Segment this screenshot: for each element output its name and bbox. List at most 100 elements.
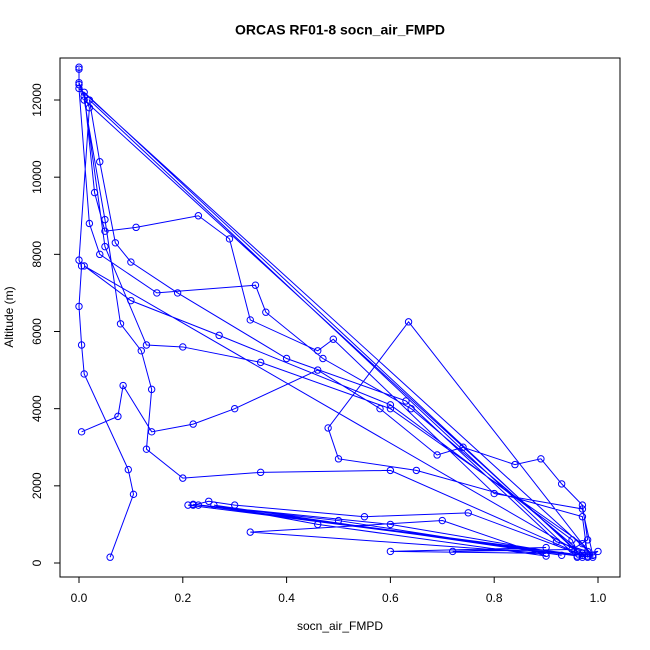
point	[246, 316, 254, 324]
point	[314, 366, 322, 374]
y-tick-label: 6000	[30, 318, 44, 345]
point	[189, 500, 197, 509]
point	[583, 552, 592, 560]
point	[101, 215, 109, 224]
point	[573, 552, 581, 560]
point	[404, 318, 413, 326]
point	[542, 552, 550, 560]
plot-frame	[59, 57, 621, 578]
point	[319, 354, 327, 363]
point	[412, 466, 421, 475]
point	[334, 455, 343, 463]
point	[511, 460, 519, 469]
point	[101, 242, 109, 251]
point	[256, 468, 265, 477]
point	[386, 401, 395, 409]
point	[438, 516, 446, 525]
point	[111, 239, 120, 247]
y-tick-label: 10000	[30, 160, 44, 194]
point	[448, 547, 457, 556]
point	[578, 501, 587, 509]
series-line	[78, 67, 599, 558]
point	[184, 501, 192, 509]
point	[142, 445, 151, 453]
point	[589, 553, 597, 561]
point	[594, 547, 602, 556]
point	[75, 80, 83, 89]
x-tick-label: 0.2	[174, 591, 191, 605]
point	[75, 256, 83, 264]
point	[578, 540, 587, 548]
point	[75, 65, 83, 73]
point	[568, 536, 576, 544]
point	[116, 320, 125, 328]
point	[85, 96, 94, 104]
point	[80, 88, 88, 96]
point	[80, 96, 88, 104]
point	[127, 296, 135, 305]
x-tick-label: 0.8	[486, 591, 503, 605]
point	[386, 520, 395, 529]
x-tick-label: 0.4	[278, 591, 295, 605]
point	[194, 212, 203, 220]
point	[246, 528, 254, 536]
y-tick-label: 4000	[30, 395, 44, 422]
point	[583, 536, 592, 544]
point	[80, 370, 88, 378]
point	[147, 385, 156, 394]
point	[127, 258, 135, 266]
point	[589, 551, 597, 559]
point	[537, 455, 545, 463]
y-axis-label: Altitude (m)	[2, 286, 16, 347]
point	[256, 358, 265, 367]
point	[77, 428, 86, 436]
point	[101, 227, 109, 235]
point	[137, 347, 145, 355]
point	[557, 551, 566, 559]
point	[314, 520, 322, 529]
point	[189, 420, 197, 428]
point	[96, 158, 104, 166]
point	[85, 104, 94, 112]
point	[124, 465, 133, 474]
chart-title: ORCAS RF01-8 socn_air_FMPD	[235, 22, 445, 38]
point	[433, 451, 441, 459]
point	[282, 354, 291, 363]
point	[490, 489, 498, 498]
point	[573, 547, 581, 556]
point	[75, 78, 83, 87]
point	[90, 188, 99, 197]
point	[225, 235, 234, 243]
point	[132, 223, 140, 232]
point	[386, 466, 395, 475]
point	[464, 509, 472, 517]
point	[324, 424, 332, 432]
x-tick-label: 1.0	[590, 591, 607, 605]
y-tick-label: 8000	[30, 241, 44, 268]
point	[262, 308, 270, 316]
point	[230, 501, 239, 509]
point	[215, 331, 223, 340]
point	[129, 490, 138, 499]
x-tick-label: 0.0	[71, 591, 88, 605]
point	[179, 474, 187, 482]
point	[80, 262, 88, 270]
x-tick-label: 0.6	[382, 591, 399, 605]
point	[153, 289, 161, 297]
point	[75, 302, 83, 311]
y-tick-label: 0	[30, 559, 44, 566]
point	[578, 553, 587, 561]
point	[75, 84, 83, 93]
x-axis-label: socn_air_FMPD	[297, 619, 383, 633]
point	[205, 497, 213, 505]
point	[119, 381, 127, 390]
point	[376, 404, 384, 413]
point	[578, 551, 587, 559]
point	[147, 428, 156, 436]
point	[386, 404, 395, 413]
point	[194, 501, 203, 509]
point	[114, 412, 122, 421]
point	[407, 404, 415, 413]
point	[314, 347, 322, 355]
